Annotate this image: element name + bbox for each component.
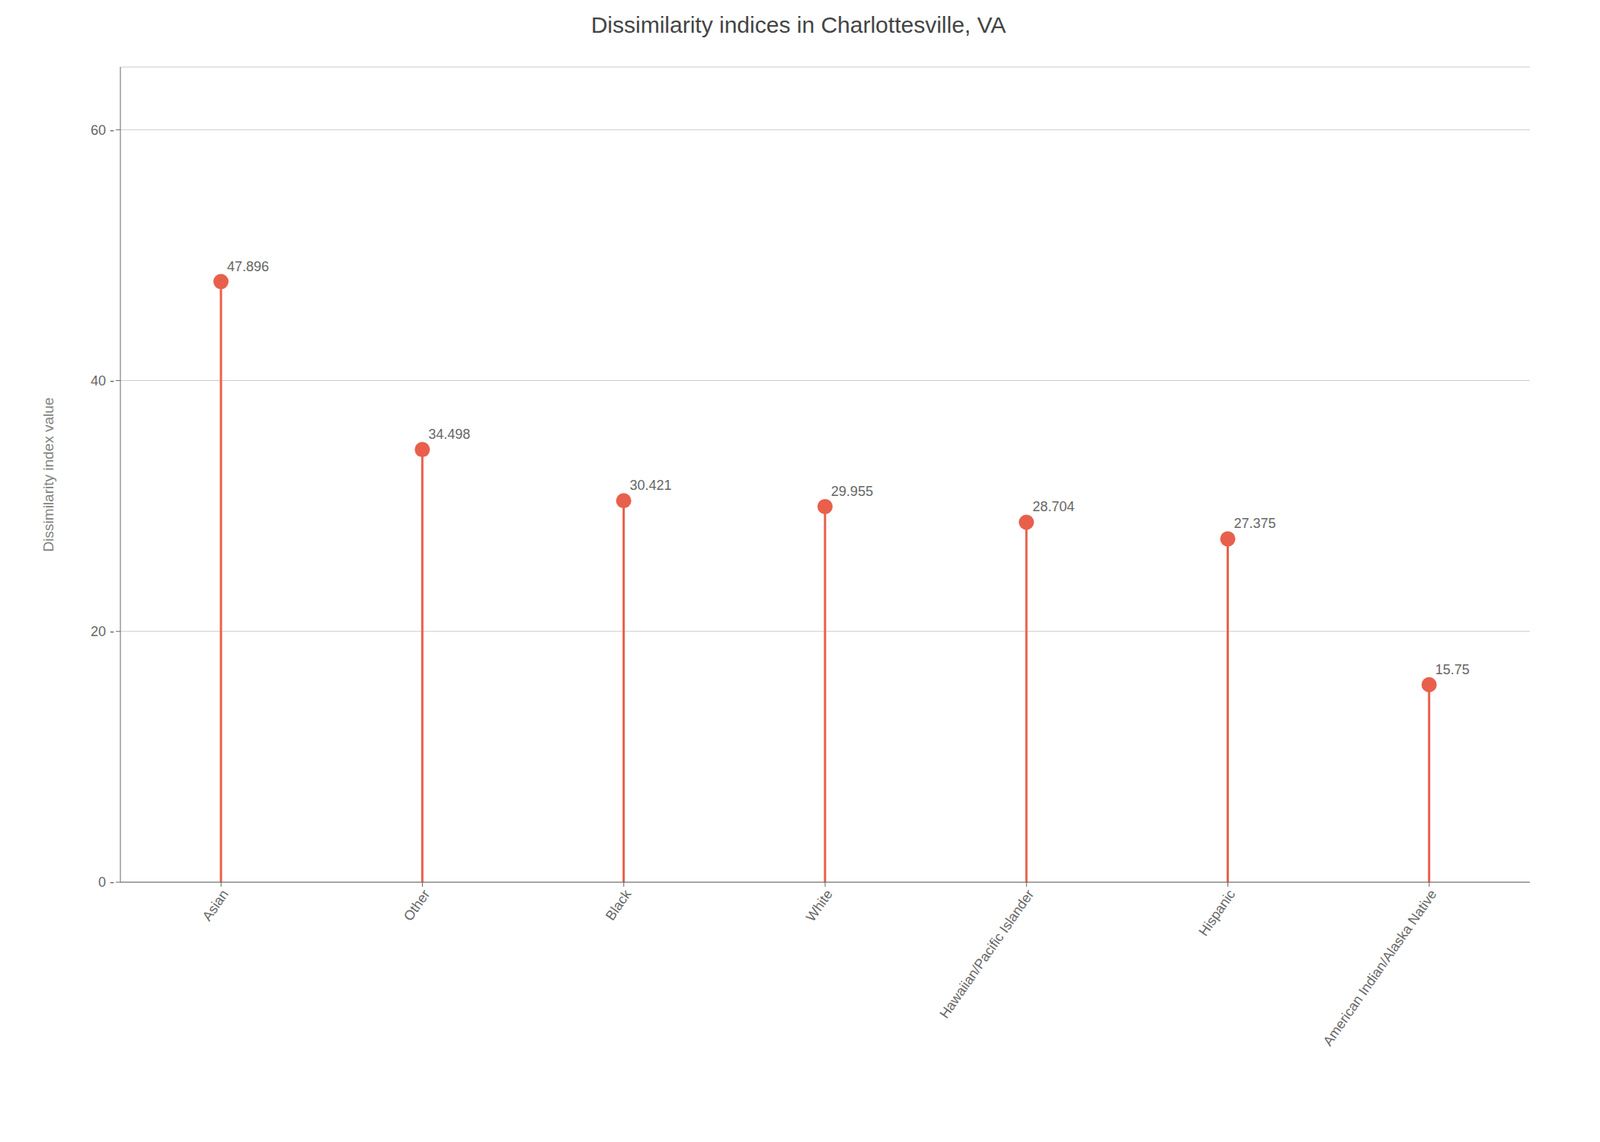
svg-text:47.896: 47.896 [227,259,269,275]
svg-text:40 -: 40 - [90,373,115,389]
svg-text:Asian: Asian [199,886,232,924]
svg-text:27.375: 27.375 [1233,515,1276,532]
svg-text:0 -: 0 - [98,874,115,890]
svg-text:Black: Black [602,886,635,923]
svg-text:Other: Other [400,886,433,924]
svg-text:28.704: 28.704 [1032,499,1075,515]
svg-text:American Indian/Alaska Native: American Indian/Alaska Native [1320,886,1440,1049]
svg-text:20 -: 20 - [90,624,115,640]
svg-text:White: White [803,886,836,925]
svg-text:60 -: 60 - [90,122,115,138]
html-text:Dissimilarity indices in Charl: Dissimilarity indices in Charlottesville… [591,12,1006,38]
svg-text:Hispanic: Hispanic [1195,886,1239,939]
svg-text:34.498: 34.498 [428,426,471,442]
svg-text:Hawaiian/Pacific Islander: Hawaiian/Pacific Islander [936,886,1037,1021]
svg-text:Dissimilarity index value: Dissimilarity index value [40,397,57,553]
svg-text:15.75: 15.75 [1435,662,1470,678]
svg-text:30.421: 30.421 [630,477,672,493]
svg-text:29.955: 29.955 [831,483,874,500]
